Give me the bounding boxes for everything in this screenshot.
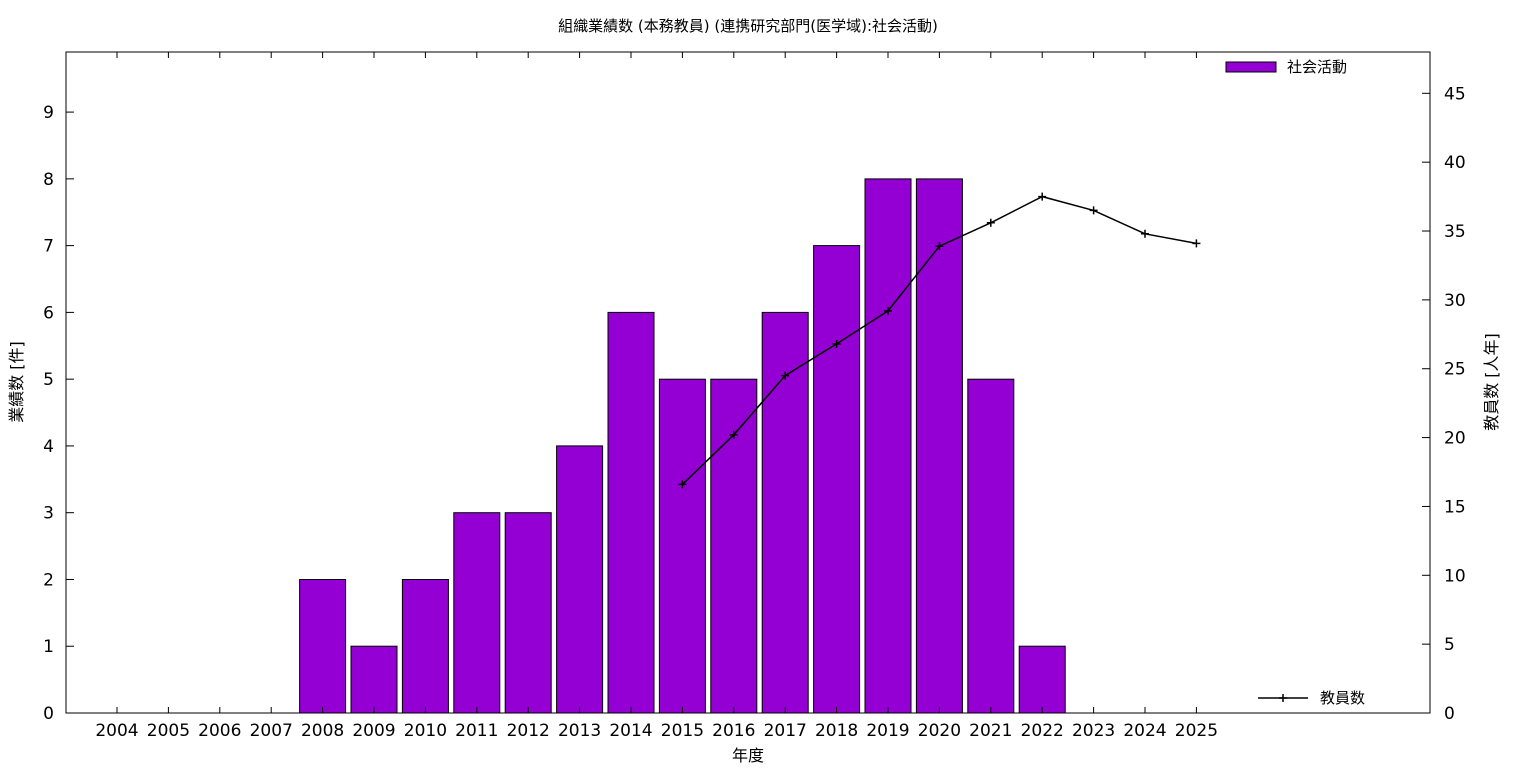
y2-tick-label: 35 — [1444, 222, 1466, 242]
x-tick-label: 2022 — [1021, 721, 1064, 741]
legend-line-label: 教員数 — [1320, 689, 1365, 707]
bar-2020 — [915, 178, 963, 714]
bar-2009 — [350, 645, 398, 714]
line-point-2019 — [884, 306, 892, 315]
bar-2008 — [299, 579, 347, 714]
y2-tick-label: 5 — [1444, 635, 1455, 655]
x-tick-label: 2025 — [1175, 721, 1218, 741]
x-tick-label: 2010 — [404, 721, 447, 741]
bar-2018 — [813, 245, 861, 714]
y2-axis-label: 教員数 [人年] — [1482, 333, 1501, 431]
x-tick-label: 2016 — [712, 721, 755, 741]
y-tick-label: 2 — [43, 570, 54, 590]
x-tick-label: 2018 — [815, 721, 858, 741]
x-tick-label: 2021 — [969, 721, 1012, 741]
line-point-2024 — [1141, 229, 1149, 238]
x-tick-label: 2024 — [1123, 721, 1166, 741]
y-axis-left: 0 1 2 3 4 5 6 7 8 9 — [43, 103, 74, 724]
x-tick-label: 2013 — [558, 721, 601, 741]
y-tick-label: 0 — [43, 704, 54, 724]
legend-bar-swatch — [1225, 61, 1277, 73]
chart-title: 組織業績数 (本務教員) (連携研究部門(医学域):社会活動) — [558, 17, 938, 35]
bar-2015 — [658, 378, 706, 714]
y-tick-label: 9 — [43, 103, 54, 123]
y2-tick-label: 25 — [1444, 360, 1466, 380]
bar-2011 — [453, 512, 501, 714]
y-tick-label: 7 — [43, 237, 54, 257]
bar-2019 — [864, 178, 912, 714]
bar-2016 — [710, 378, 758, 714]
line-series-group — [678, 192, 1201, 489]
y-tick-label: 1 — [43, 637, 54, 657]
x-tick-label: 2008 — [301, 721, 344, 741]
x-tick-label: 2023 — [1072, 721, 1115, 741]
y-tick-label: 3 — [43, 504, 54, 524]
line-point-2025 — [1192, 239, 1201, 248]
x-tick-label: 2014 — [609, 721, 652, 741]
x-tick-label: 2020 — [918, 721, 961, 741]
bar-2013 — [556, 445, 604, 714]
x-tick-label: 2005 — [147, 721, 190, 741]
x-tick-label: 2004 — [95, 721, 138, 741]
y-axis-label: 業績数 [件] — [7, 341, 26, 423]
line-point-2018 — [832, 339, 841, 348]
bar-group — [299, 178, 1066, 714]
x-axis: 2004 2005 2006 2007 2008 2009 2010 2011 2012 2013… — [95, 52, 1218, 741]
bar-2010 — [401, 579, 449, 714]
x-tick-label: 2015 — [661, 721, 704, 741]
legend-bar: 社会活動 — [1225, 58, 1347, 76]
x-tick-label: 2009 — [352, 721, 395, 741]
line-point-2017 — [781, 371, 790, 380]
y2-tick-label: 30 — [1444, 291, 1466, 311]
x-tick-label: 2012 — [507, 721, 550, 741]
y2-tick-label: 40 — [1444, 153, 1466, 173]
line-point-2015 — [678, 480, 687, 489]
y2-tick-label: 0 — [1444, 704, 1455, 724]
line-point-2022 — [1038, 192, 1047, 201]
y2-tick-label: 45 — [1444, 84, 1466, 104]
plot-frame — [65, 51, 1431, 714]
y-tick-label: 4 — [43, 437, 54, 457]
y-tick-label: 5 — [43, 370, 54, 390]
line-point-2016 — [729, 430, 738, 439]
x-tick-label: 2007 — [250, 721, 293, 741]
bar-2021 — [967, 378, 1015, 714]
y-tick-label: 6 — [43, 303, 54, 323]
legend-bar-label: 社会活動 — [1287, 58, 1347, 76]
y-axis-right: 0 5 10 15 20 25 30 35 40 45 — [1422, 84, 1466, 724]
line-point-2023 — [1089, 206, 1098, 215]
y2-tick-label: 20 — [1444, 429, 1466, 449]
y2-tick-label: 15 — [1444, 497, 1466, 517]
line-point-2021 — [986, 218, 995, 227]
bar-2022 — [1018, 645, 1066, 714]
bar-2014 — [607, 311, 655, 714]
x-tick-label: 2006 — [198, 721, 241, 741]
x-axis-label: 年度 — [732, 746, 764, 765]
line-point-2020 — [935, 242, 944, 251]
legend-line: 教員数 — [1258, 689, 1365, 707]
y-tick-label: 8 — [43, 170, 54, 190]
x-tick-label: 2019 — [866, 721, 909, 741]
x-tick-label: 2011 — [455, 721, 498, 741]
y2-tick-label: 10 — [1444, 566, 1466, 586]
bar-2012 — [504, 512, 552, 714]
x-tick-label: 2017 — [764, 721, 807, 741]
